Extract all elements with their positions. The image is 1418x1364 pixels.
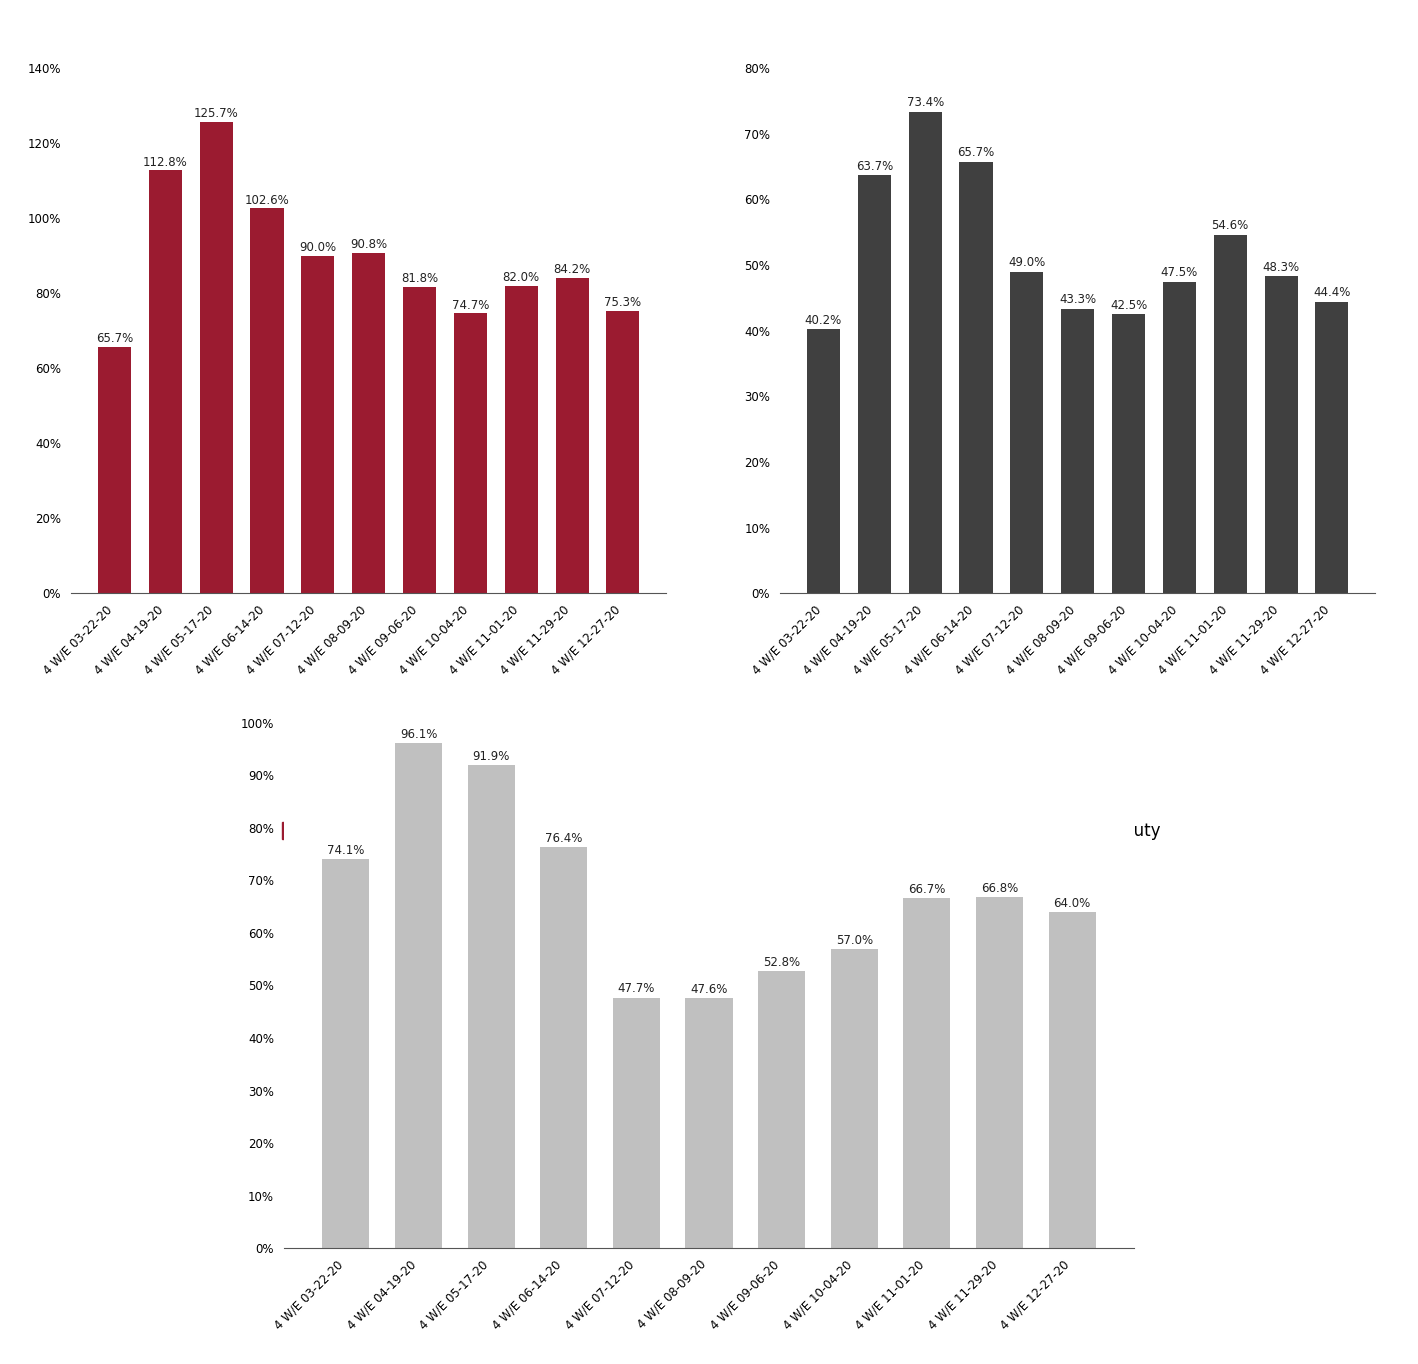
Bar: [251, 209, 284, 593]
Bar: [960, 162, 993, 593]
Text: 82.0%: 82.0%: [502, 271, 540, 284]
Text: 66.7%: 66.7%: [908, 883, 946, 896]
Legend: Health & Beauty: Health & Beauty: [994, 822, 1161, 840]
Bar: [1112, 314, 1146, 593]
Bar: [200, 121, 233, 593]
Text: 47.5%: 47.5%: [1161, 266, 1198, 278]
Bar: [1048, 913, 1096, 1248]
Text: 42.5%: 42.5%: [1110, 299, 1147, 312]
Bar: [1265, 277, 1297, 593]
Bar: [322, 859, 370, 1248]
Text: 75.3%: 75.3%: [604, 296, 641, 310]
Bar: [903, 898, 950, 1248]
Bar: [807, 330, 839, 593]
Text: 54.6%: 54.6%: [1211, 220, 1249, 232]
Bar: [1061, 310, 1095, 593]
Text: 64.0%: 64.0%: [1054, 898, 1090, 910]
Text: 73.4%: 73.4%: [906, 95, 944, 109]
Bar: [1316, 301, 1349, 593]
Bar: [403, 286, 437, 593]
Text: 47.6%: 47.6%: [691, 983, 727, 996]
Bar: [394, 743, 442, 1248]
Text: 90.0%: 90.0%: [299, 241, 336, 254]
Text: 74.7%: 74.7%: [452, 299, 489, 311]
Text: 47.7%: 47.7%: [618, 982, 655, 996]
Text: 84.2%: 84.2%: [553, 263, 591, 276]
Text: 66.8%: 66.8%: [981, 883, 1018, 895]
Bar: [505, 286, 537, 593]
Bar: [831, 949, 878, 1248]
Bar: [1010, 271, 1044, 593]
Bar: [1163, 281, 1195, 593]
Text: 90.8%: 90.8%: [350, 239, 387, 251]
Text: 125.7%: 125.7%: [194, 108, 238, 120]
Text: 65.7%: 65.7%: [96, 333, 133, 345]
Text: 40.2%: 40.2%: [805, 314, 842, 327]
Bar: [685, 998, 733, 1248]
Bar: [454, 314, 486, 593]
Bar: [468, 765, 515, 1248]
Text: 96.1%: 96.1%: [400, 728, 437, 741]
Bar: [976, 898, 1024, 1248]
Bar: [540, 847, 587, 1248]
Text: 76.4%: 76.4%: [545, 832, 583, 844]
Text: 43.3%: 43.3%: [1059, 293, 1096, 307]
Text: 49.0%: 49.0%: [1008, 256, 1045, 269]
Legend: Food & Beverage: Food & Beverage: [282, 822, 455, 840]
Text: 74.1%: 74.1%: [328, 844, 364, 857]
Bar: [556, 277, 588, 593]
Text: 57.0%: 57.0%: [835, 933, 873, 947]
Bar: [301, 256, 335, 593]
Text: 48.3%: 48.3%: [1262, 261, 1299, 274]
Bar: [149, 170, 182, 593]
Text: 44.4%: 44.4%: [1313, 286, 1350, 299]
Text: 65.7%: 65.7%: [957, 146, 994, 160]
Bar: [1214, 235, 1246, 593]
Text: 91.9%: 91.9%: [472, 750, 510, 764]
Bar: [98, 346, 130, 593]
Text: 52.8%: 52.8%: [763, 956, 800, 968]
Bar: [909, 112, 942, 593]
Bar: [613, 997, 659, 1248]
Text: 112.8%: 112.8%: [143, 155, 187, 169]
Bar: [858, 175, 891, 593]
Bar: [607, 311, 640, 593]
Bar: [352, 252, 386, 593]
Text: 81.8%: 81.8%: [401, 271, 438, 285]
Text: 102.6%: 102.6%: [245, 194, 289, 207]
Bar: [759, 971, 805, 1248]
Text: 63.7%: 63.7%: [855, 160, 893, 173]
